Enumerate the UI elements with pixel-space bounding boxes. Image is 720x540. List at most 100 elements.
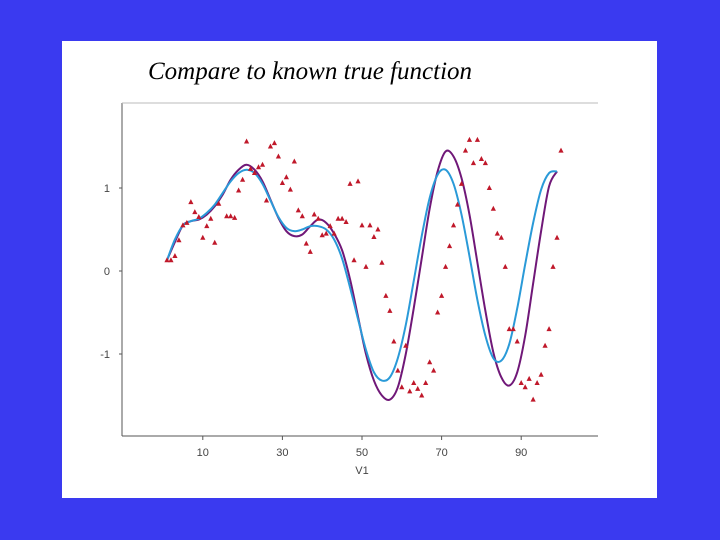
data-point: [275, 153, 282, 159]
x-tick-label: 30: [276, 447, 288, 459]
series-line-2: [166, 168, 558, 382]
data-point: [208, 215, 214, 221]
data-point: [542, 342, 548, 348]
data-point: [196, 214, 202, 220]
data-point: [546, 326, 552, 332]
data-point: [387, 307, 393, 313]
data-point: [474, 136, 481, 142]
data-point: [343, 219, 349, 225]
data-point: [526, 375, 532, 381]
data-point: [287, 186, 293, 192]
data-point: [267, 143, 274, 149]
data-point: [439, 292, 445, 298]
data-point: [240, 176, 246, 182]
data-point: [188, 199, 194, 205]
data-point: [482, 160, 488, 166]
data-point: [522, 384, 528, 390]
data-point: [435, 309, 441, 315]
data-point: [247, 165, 254, 171]
data-point: [518, 380, 524, 386]
data-point: [554, 234, 560, 240]
data-point: [168, 257, 174, 263]
data-point: [303, 240, 309, 246]
data-point: [315, 215, 321, 221]
data-point: [498, 234, 504, 240]
data-point: [339, 215, 345, 221]
data-point: [236, 187, 242, 193]
data-point: [506, 326, 512, 332]
data-point: [224, 213, 230, 219]
data-point: [295, 207, 301, 213]
data-point: [212, 239, 218, 245]
data-point: [383, 292, 389, 298]
data-point: [180, 222, 186, 228]
data-point: [442, 263, 449, 269]
data-point: [423, 380, 429, 386]
data-point: [363, 263, 369, 269]
x-tick-label: 10: [197, 447, 209, 459]
data-point: [192, 209, 198, 215]
data-point: [534, 380, 540, 386]
x-axis-title: V1: [355, 465, 368, 477]
data-point: [558, 147, 564, 153]
data-points: [164, 136, 564, 402]
data-point: [291, 158, 297, 164]
data-point: [335, 215, 341, 221]
data-point: [323, 230, 329, 236]
data-point: [259, 161, 266, 167]
data-point: [427, 359, 433, 365]
plot-frame: [121, 102, 598, 437]
data-point: [462, 147, 469, 153]
data-point: [279, 180, 285, 186]
y-tick-label: -1: [100, 349, 110, 361]
data-point: [263, 197, 270, 203]
data-point: [431, 367, 437, 373]
x-tick-label: 90: [515, 447, 527, 459]
data-point: [172, 253, 178, 259]
data-point: [327, 223, 333, 229]
data-point: [490, 205, 496, 211]
data-point: [450, 222, 457, 228]
data-point: [407, 388, 413, 394]
data-point: [395, 367, 401, 373]
data-point: [307, 248, 313, 254]
axis-ticks: 10 30 50 70 90 -1 0 1 V1: [100, 183, 527, 477]
data-point: [419, 392, 425, 398]
data-point: [367, 222, 373, 228]
x-tick-label: 50: [356, 447, 368, 459]
data-point: [550, 263, 556, 269]
data-point: [502, 263, 508, 269]
data-point: [255, 164, 262, 170]
data-point: [514, 338, 520, 344]
data-point: [371, 233, 377, 239]
x-tick-label: 70: [435, 447, 447, 459]
data-point: [204, 223, 210, 229]
slide-panel: [62, 41, 657, 498]
slide-title: Compare to known true function: [148, 58, 473, 85]
data-point: [494, 230, 500, 236]
data-point: [347, 180, 353, 186]
data-point: [530, 396, 536, 402]
data-point: [486, 185, 492, 190]
data-point: [200, 234, 206, 240]
data-point: [470, 160, 477, 166]
data-point: [415, 385, 421, 391]
data-point: [299, 213, 305, 219]
data-point: [311, 211, 317, 217]
data-point: [251, 170, 258, 176]
data-point: [184, 219, 190, 225]
data-point: [411, 380, 417, 386]
data-point: [232, 214, 238, 220]
data-point: [391, 338, 397, 344]
data-point: [331, 230, 337, 236]
y-tick-label: 1: [104, 183, 110, 195]
data-point: [283, 174, 289, 180]
data-point: [403, 342, 409, 348]
data-point: [319, 232, 325, 238]
data-point: [538, 371, 544, 377]
data-point: [399, 384, 405, 390]
data-point: [375, 226, 381, 232]
data-point: [271, 140, 278, 146]
data-point: [466, 136, 473, 142]
